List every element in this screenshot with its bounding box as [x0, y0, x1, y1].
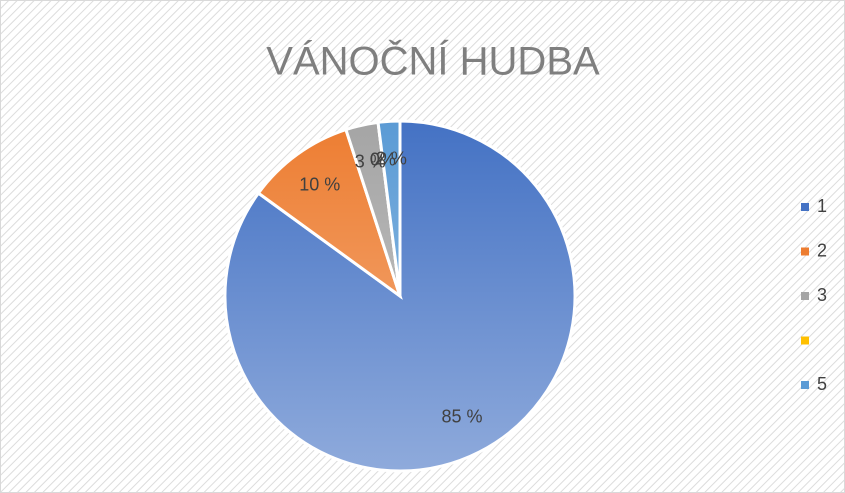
- legend-label: 1: [817, 196, 827, 216]
- legend-label: 5: [817, 374, 827, 394]
- data-label: 10 %: [299, 174, 340, 194]
- legend-label: 3: [817, 285, 827, 305]
- data-label: 0%: [370, 149, 396, 169]
- data-label: 85 %: [441, 406, 482, 426]
- legend-marker: [801, 381, 809, 389]
- legend-marker: [801, 203, 809, 211]
- chart-title: VÁNOČNÍ HUDBA: [266, 39, 600, 84]
- legend-marker: [801, 336, 809, 345]
- legend-marker: [801, 247, 809, 256]
- data-label: 3 %: [355, 152, 386, 172]
- legend-marker: [801, 292, 809, 300]
- legend-label: 2: [817, 240, 827, 260]
- data-label: 2 %: [376, 149, 407, 169]
